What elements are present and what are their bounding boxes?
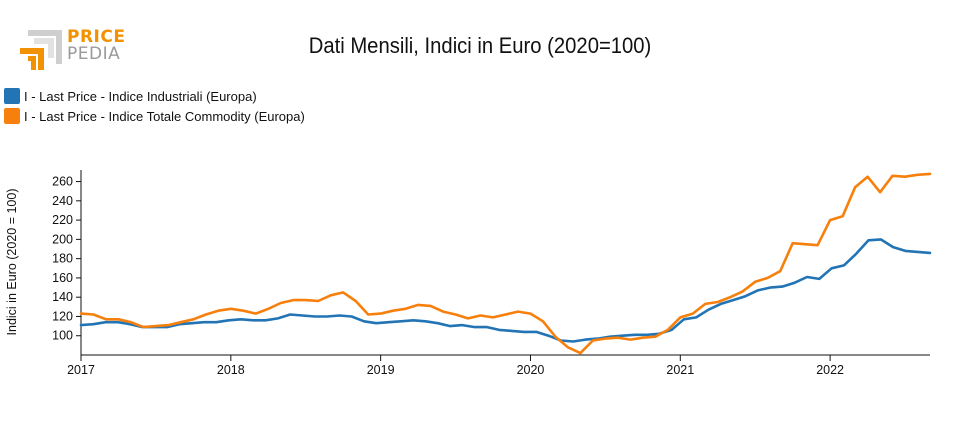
chart-title: Dati Mensili, Indici in Euro (2020=100) [308,33,652,58]
x-tick-label: 2021 [666,363,694,377]
y-tick-label: 140 [52,290,73,304]
legend-swatch-totale-commodity [4,108,20,124]
y-axis-label: Indici in Euro (2020 = 100) [5,189,19,336]
legend-label-totale-commodity: I - Last Price - Indice Totale Commodity… [24,108,305,124]
y-tick-label: 240 [52,194,73,208]
y-tick-label: 180 [52,252,73,266]
y-tick-label: 260 [52,175,73,189]
logo-mark-icon [20,30,62,70]
y-tick-label: 100 [52,329,73,343]
x-tick-label: 2017 [67,363,95,377]
x-axis: 2017 2018 2019 2020 2021 2022 [67,354,930,377]
y-tick-label: 120 [52,309,73,323]
pricepedia-logo: PRICE PEDIA [18,24,128,74]
legend-item-totale-commodity[interactable]: I - Last Price - Indice Totale Commodity… [4,106,305,126]
x-tick-label: 2019 [367,363,395,377]
y-tick-label: 160 [52,271,73,285]
legend-item-industriali[interactable]: I - Last Price - Indice Industriali (Eur… [4,86,305,106]
series-lines [79,172,932,355]
x-tick-label: 2018 [217,363,245,377]
y-tick-label: 220 [52,213,73,227]
series-line-industriali [79,238,932,343]
legend-label-industriali: I - Last Price - Indice Industriali (Eur… [24,88,257,104]
logo-word-price: PRICE [67,27,126,47]
y-tick-label: 200 [52,232,73,246]
x-tick-label: 2022 [816,363,844,377]
logo-word-pedia: PEDIA [67,44,121,64]
chart-legend: I - Last Price - Indice Industriali (Eur… [4,86,305,126]
legend-swatch-industriali [4,88,20,104]
x-tick-label: 2020 [517,363,545,377]
y-axis: 100 120 140 160 180 200 220 240 260 [52,170,82,355]
series-line-totale-commodity [79,172,932,355]
